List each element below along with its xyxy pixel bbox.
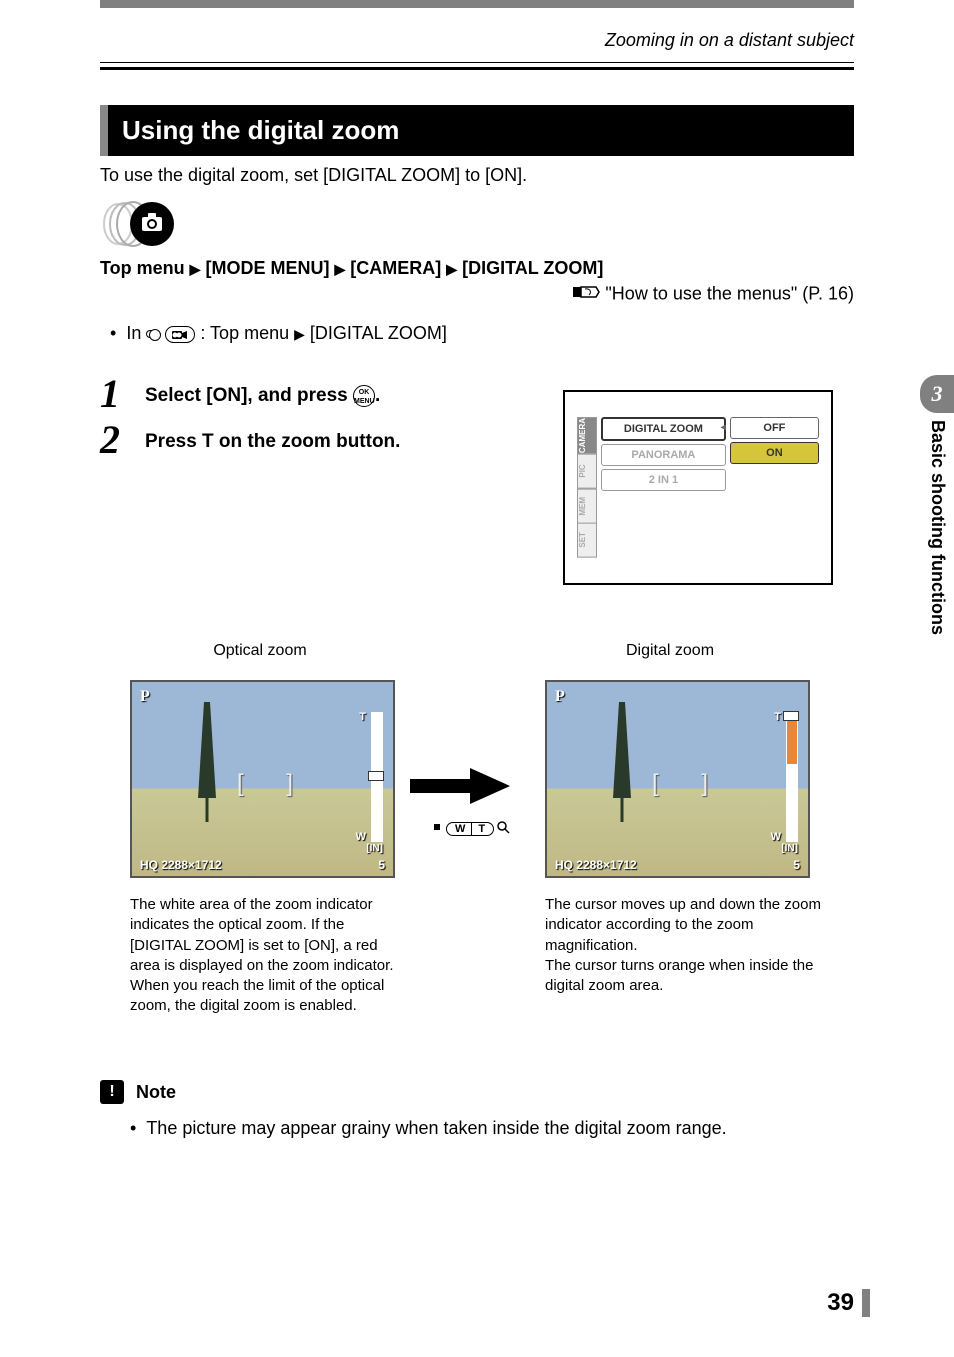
step-1-text: Select [ON], and press OKMENU.	[145, 385, 380, 407]
zoom-w: W	[771, 831, 781, 843]
caption-digital: The cursor moves up and down the zoom in…	[545, 895, 825, 996]
top-gray-bar	[100, 0, 854, 8]
chapter-title-side: Basic shooting functions	[927, 420, 948, 635]
section-title: Using the digital zoom	[100, 105, 854, 156]
in-badge: [IN]	[781, 843, 798, 854]
header-rule	[100, 62, 854, 72]
chapter-number-tab: 3	[920, 375, 954, 413]
bullet-line: • In : Top menu ▶ [DIGITAL ZOOM]	[110, 323, 854, 344]
zoom-cursor	[368, 771, 384, 781]
digital-zoom-label: Digital zoom	[570, 642, 770, 660]
ok-menu-icon: OKMENU	[353, 385, 375, 407]
zoom-indicator-digital: T W	[786, 712, 798, 842]
tab-pic: PIC	[577, 454, 597, 489]
lcd-digital: P [ ] T W [IN] HQ 2288×1712 5	[545, 680, 810, 878]
pill-divider	[471, 823, 472, 835]
menu-screenshot: CAMERA PIC MEM SET DIGITAL ZOOM PANORAMA…	[563, 390, 833, 585]
menus-reference: "How to use the menus" (P. 16)	[100, 283, 854, 306]
lcd-hq: HQ 2288×1712	[555, 858, 637, 872]
note-text: • The picture may appear grainy when tak…	[130, 1118, 854, 1139]
menu-on: ON	[730, 442, 819, 464]
top-menu-p3: [DIGITAL ZOOM]	[462, 258, 603, 278]
in-badge: [IN]	[366, 843, 383, 854]
lcd-hq: HQ 2288×1712	[140, 858, 222, 872]
optical-zoom-label: Optical zoom	[160, 642, 360, 660]
af-brackets: [ ]	[652, 770, 726, 798]
page-breadcrumb: Zooming in on a distant subject	[100, 30, 854, 57]
tab-mem: MEM	[577, 489, 597, 524]
pill-w: W	[455, 823, 465, 835]
menu-off: OFF	[730, 417, 819, 439]
bullet-rest: : Top menu	[200, 323, 289, 343]
movie-mode-icon	[165, 326, 195, 343]
hand-icon	[572, 283, 600, 306]
caption-digital-b: The cursor turns orange when inside the …	[545, 957, 813, 994]
mode-p: P	[555, 688, 565, 706]
lcd-count: 5	[378, 858, 385, 872]
bullet-target: [DIGITAL ZOOM]	[310, 323, 447, 343]
menu-side-tabs: CAMERA PIC MEM SET	[577, 417, 597, 558]
note-text-content: The picture may appear grainy when taken…	[146, 1118, 726, 1138]
tree-graphic	[192, 702, 222, 822]
top-menu-prefix: Top menu	[100, 258, 185, 278]
triangle-icon: ▶	[190, 261, 201, 277]
arrow-right-icon	[410, 758, 510, 816]
step-number-2: 2	[100, 416, 120, 463]
note-icon: !	[100, 1080, 124, 1104]
intro-text: To use the digital zoom, set [DIGITAL ZO…	[100, 165, 854, 186]
top-menu-path: Top menu ▶ [MODE MENU] ▶ [CAMERA] ▶ [DIG…	[100, 258, 854, 279]
lcd-optical: P [ ] T W [IN] HQ 2288×1712 5	[130, 680, 395, 878]
tab-set: SET	[577, 523, 597, 558]
pill-t: T	[478, 823, 485, 835]
zoom-t: T	[359, 711, 366, 723]
af-brackets: [ ]	[237, 770, 311, 798]
tree-graphic	[607, 702, 637, 822]
lcd-count: 5	[793, 858, 800, 872]
triangle-icon: ▶	[446, 261, 457, 277]
magnify-icon	[496, 820, 510, 837]
top-menu-p1: [MODE MENU]	[205, 258, 329, 278]
bullet-prefix: In	[126, 323, 141, 343]
menu-panorama: PANORAMA	[601, 444, 726, 466]
triangle-icon: ▶	[294, 326, 305, 342]
zoom-t: T	[774, 711, 781, 723]
menus-ref-text: "How to use the menus" (P. 16)	[605, 283, 854, 303]
zoom-cursor	[783, 711, 799, 721]
caption-digital-a: The cursor moves up and down the zoom in…	[545, 896, 821, 954]
step-1b: .	[375, 385, 380, 406]
mode-dial-icon	[100, 200, 185, 253]
mode-p: P	[140, 688, 150, 706]
wide-angle-icon	[430, 820, 444, 837]
zoom-button-icon: W T	[430, 820, 510, 837]
zoom-indicator-optical: T W	[371, 712, 383, 842]
note-label: Note	[136, 1082, 176, 1103]
page-marker	[862, 1289, 870, 1317]
caption-optical: The white area of the zoom indicator ind…	[130, 895, 405, 1017]
dial-switch-icon	[146, 330, 160, 338]
tab-camera: CAMERA	[577, 417, 597, 454]
menu-digital-zoom: DIGITAL ZOOM	[601, 417, 726, 441]
menu-2in1: 2 IN 1	[601, 469, 726, 491]
top-menu-p2: [CAMERA]	[350, 258, 441, 278]
step-number-1: 1	[100, 370, 120, 417]
zoom-w: W	[356, 831, 366, 843]
note-heading: ! Note	[100, 1080, 176, 1104]
step-1a: Select [ON], and press	[145, 385, 353, 406]
triangle-icon: ▶	[334, 261, 345, 277]
page-number: 39	[827, 1289, 854, 1317]
step-2-text: Press T on the zoom button.	[145, 431, 400, 453]
